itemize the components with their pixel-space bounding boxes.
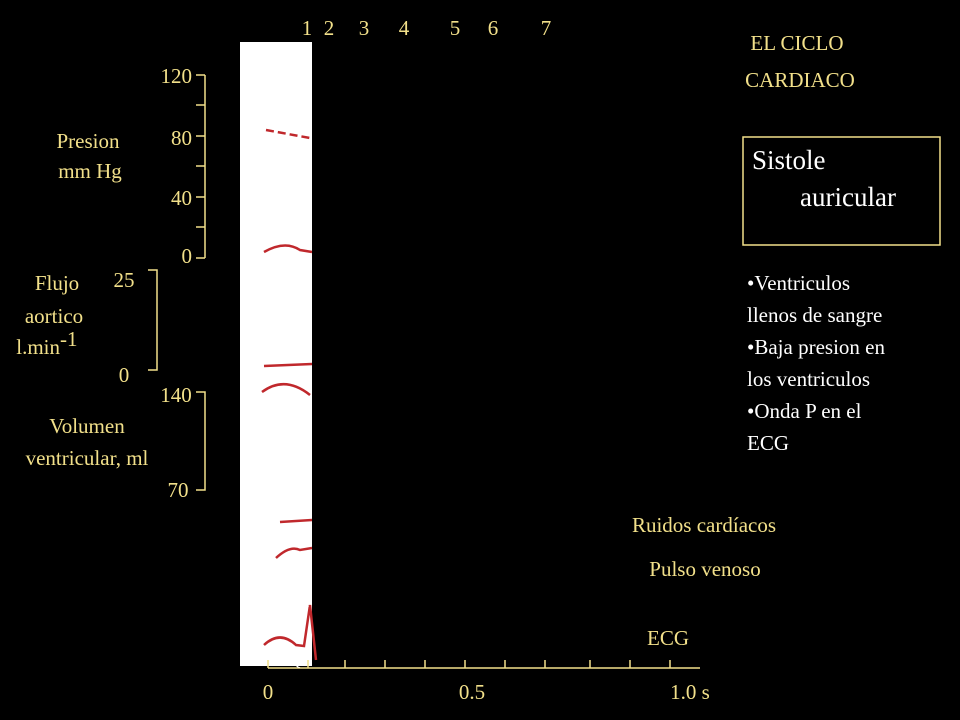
axes: [148, 74, 700, 669]
flow-label-sup: -1: [60, 327, 78, 351]
phase-number: 1: [302, 16, 313, 40]
bullet-text: •Onda P en el: [747, 399, 862, 423]
trace-label: Ruidos cardíacos: [632, 513, 776, 537]
title: CARDIACO: [745, 68, 855, 92]
wave-label: 4: [281, 505, 289, 521]
title: EL CICLO: [750, 31, 843, 55]
flow-tick: 25: [114, 268, 135, 292]
wave-label: R: [299, 594, 309, 610]
bullet-text: •Ventriculos: [747, 271, 850, 295]
trace-label: ECG: [647, 626, 689, 650]
flow-label: aortico: [25, 304, 83, 328]
pressure-tick: 80: [171, 126, 192, 150]
phase-number: 6: [488, 16, 499, 40]
time-tick: 1.0 s: [670, 680, 710, 704]
box-line: auricular: [800, 182, 896, 212]
volume-label: ventricular, ml: [26, 446, 149, 470]
pressure-label: mm Hg: [58, 159, 122, 183]
flow-label: l.min: [16, 335, 60, 359]
wave-label: Q: [291, 653, 302, 669]
bullet-text: •Baja presion en: [747, 335, 885, 359]
time-tick: 0.5: [459, 680, 485, 704]
phase-number: 5: [450, 16, 461, 40]
pressure-tick: 40: [171, 186, 192, 210]
phase-number: 3: [359, 16, 370, 40]
volume-label: Volumen: [49, 414, 125, 438]
time-tick: 0: [263, 680, 274, 704]
revealed-strip: [240, 42, 312, 666]
pressure-tick: 0: [182, 244, 193, 268]
trace-label: Pulso venoso: [649, 557, 760, 581]
wave-label: a: [281, 536, 289, 552]
bullet-text: los ventriculos: [747, 367, 870, 391]
flow-tick: 0: [119, 363, 130, 387]
flow-label: Flujo: [35, 271, 79, 295]
phase-number: 2: [324, 16, 335, 40]
phase-box: [742, 136, 941, 246]
volume-tick: 70: [168, 478, 189, 502]
pressure-label: Presion: [57, 129, 121, 153]
volume-tick: 140: [160, 383, 192, 407]
phase-number: 7: [541, 16, 552, 40]
traces-drawn: [261, 128, 318, 661]
bullet-text: llenos de sangre: [747, 303, 882, 327]
wave-label: P: [259, 622, 269, 638]
box-line: Sistole: [752, 145, 826, 175]
pressure-tick: 120: [161, 64, 193, 88]
bullet-text: ECG: [747, 431, 789, 455]
phase-number: 4: [399, 16, 410, 40]
